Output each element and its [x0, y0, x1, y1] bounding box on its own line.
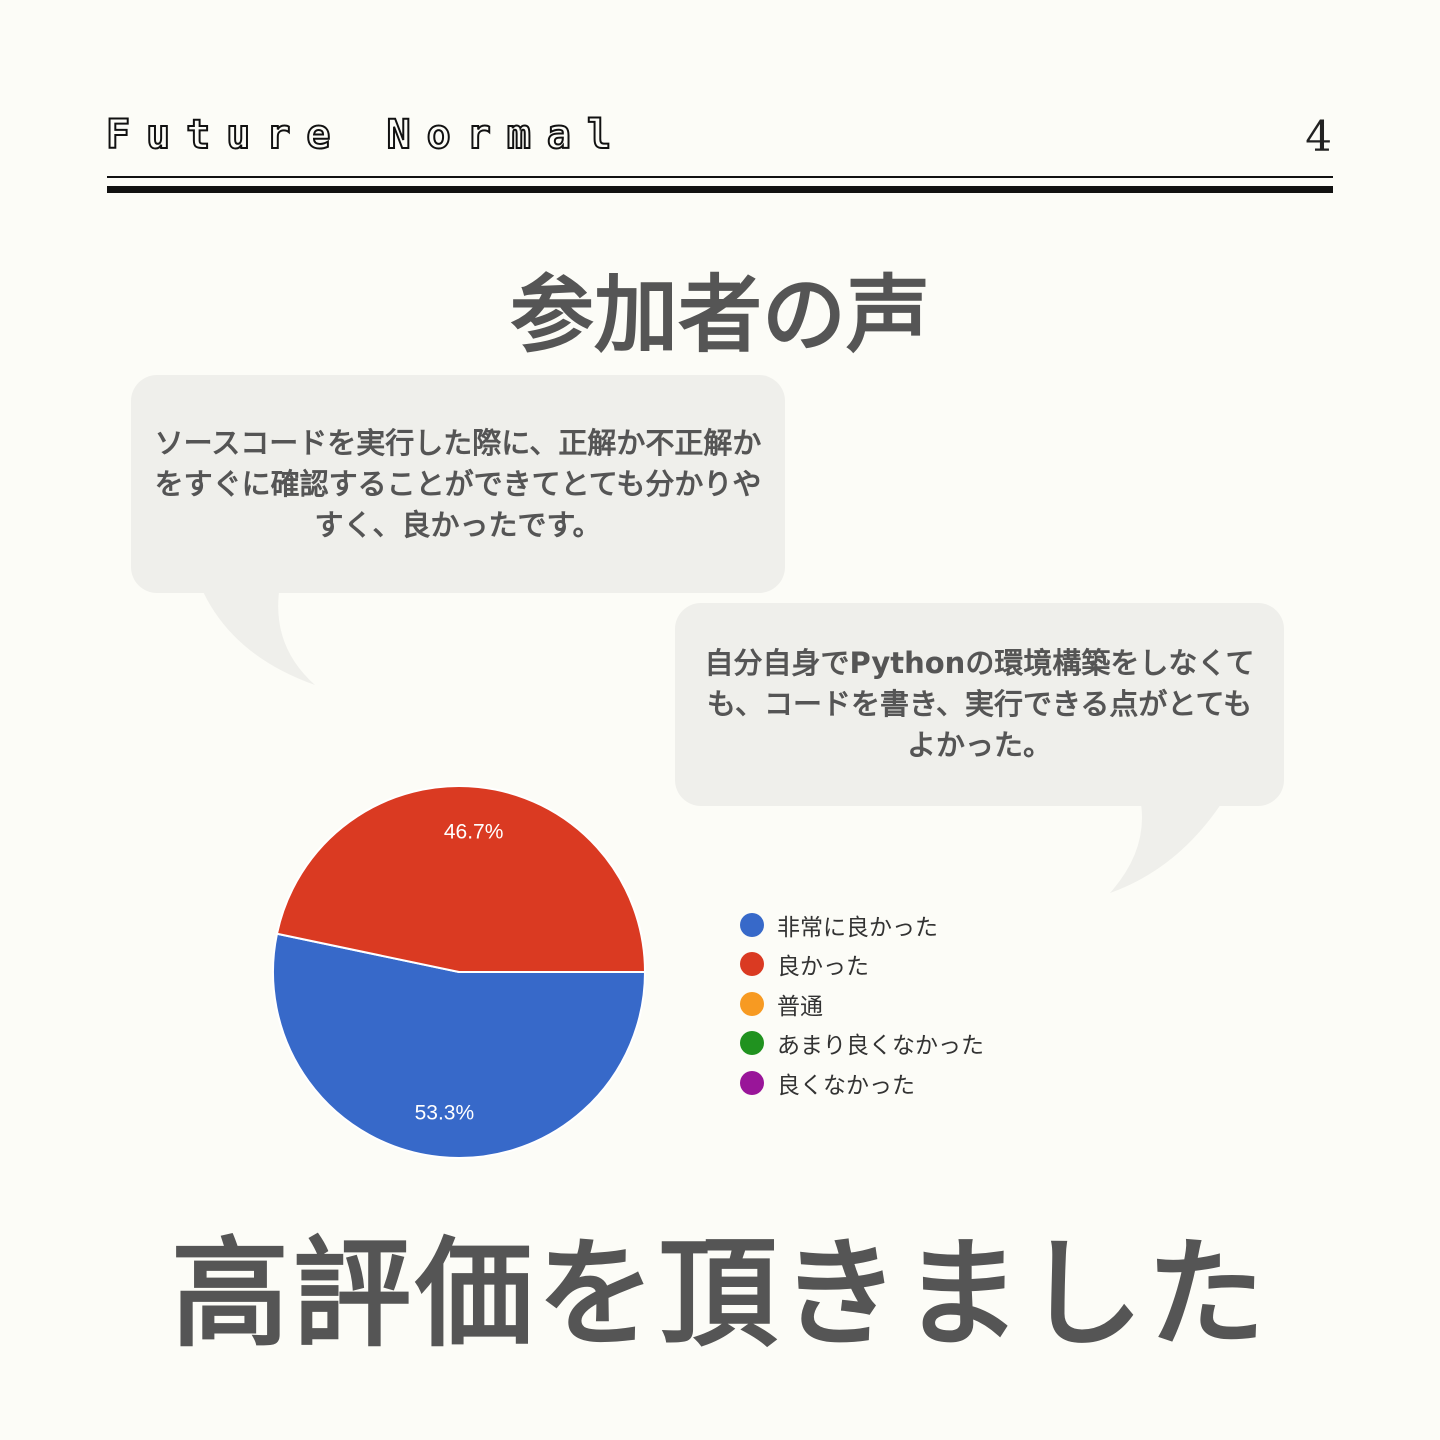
comment-bubble-1: ソースコードを実行した際に、正解か不正解かをすぐに確認することができてとても分か…	[131, 375, 785, 593]
page-title: 参加者の声	[509, 266, 930, 364]
legend-item-1: 良かった	[740, 945, 984, 985]
legend-item-3: あまり良くなかった	[740, 1024, 984, 1064]
legend-label-3: あまり良くなかった	[777, 1033, 984, 1060]
legend-swatch-0	[740, 912, 764, 937]
comment-text-1: ソースコードを実行した際に、正解か不正解かをすぐに確認することができてとても分か…	[154, 425, 762, 542]
legend-label-1: 良かった	[777, 954, 869, 981]
legend-item-2: 普通	[740, 984, 984, 1024]
legend-item-4: 良くなかった	[740, 1063, 984, 1103]
legend-label-2: 普通	[777, 993, 823, 1020]
bubble-2-tail	[1110, 798, 1225, 893]
legend-swatch-2	[740, 991, 764, 1016]
brand-title: Future Normal	[105, 111, 628, 159]
comment-bubble-2: 自分自身でPythonの環境構築をしなくても、コードを書き、実行できる点がとても…	[675, 603, 1284, 806]
pie-slice-0	[272, 932, 647, 1159]
bubble-1-tail	[200, 585, 315, 685]
pie-label-0: 53.3%	[415, 1102, 475, 1125]
footer-headline: 高評価を頂きました	[170, 1225, 1269, 1363]
chart-legend: 非常に良かった 良かった普通あまり良くなかった 良くなかった	[740, 905, 984, 1103]
header-rule-thick	[107, 186, 1333, 193]
legend-swatch-3	[740, 1031, 764, 1056]
page-number: 4	[1305, 112, 1332, 161]
legend-label-0: 非常に良かった	[777, 914, 938, 941]
legend-item-0: 非常に良かった	[740, 905, 984, 945]
header-rule-thin	[107, 176, 1333, 178]
legend-swatch-4	[740, 1070, 764, 1095]
pie-chart: 53.3% 46.7%	[272, 785, 647, 1159]
legend-label-4: 良くなかった	[777, 1072, 915, 1099]
comment-text-2: 自分自身でPythonの環境構築をしなくても、コードを書き、実行できる点がとても…	[704, 646, 1255, 762]
pie-slice-1	[275, 785, 647, 973]
legend-swatch-1	[740, 952, 764, 977]
pie-label-1: 46.7%	[444, 820, 504, 843]
